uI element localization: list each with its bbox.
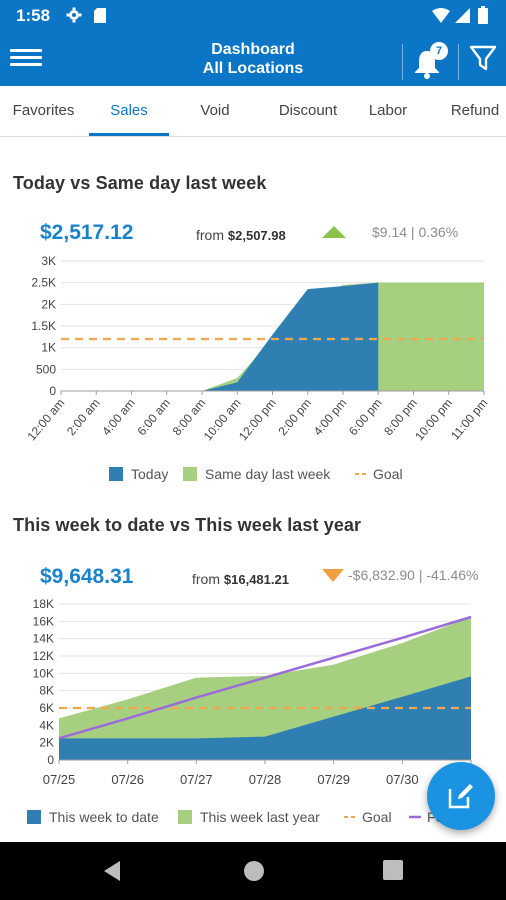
tab-refund[interactable]: Refund [450, 102, 500, 119]
area-this-week-to-date [59, 676, 471, 760]
menu-line [10, 56, 42, 59]
status-bar: 1:58 [0, 0, 506, 32]
menu-line [10, 63, 42, 66]
divider [458, 44, 459, 80]
y-tick-label: 2K [39, 736, 54, 750]
notification-badge: 7 [430, 42, 448, 60]
system-nav-bar [0, 842, 506, 900]
today-section-title: Today vs Same day last week [13, 173, 267, 193]
x-tick-label: 12:00 pm [236, 396, 279, 443]
week-delta: -$6,832.90 | -41.46% [348, 567, 479, 583]
x-tick-label: 12:00 am [24, 396, 67, 443]
legend-label: Goal [373, 466, 403, 482]
area-today [61, 282, 379, 391]
week-sales-value: $9,648.31 [40, 565, 134, 588]
menu-line [10, 49, 42, 52]
x-tick-label: 07/29 [317, 772, 350, 787]
legend-swatch-last [183, 467, 197, 481]
wifi-icon [432, 8, 450, 28]
signal-icon [455, 8, 470, 28]
y-tick-label: 2.5K [31, 276, 56, 290]
filter-icon [469, 45, 497, 71]
tab-labor[interactable]: Labor [368, 102, 408, 119]
divider [402, 44, 403, 80]
legend-swatch-today [109, 467, 123, 481]
x-tick-label: 07/28 [249, 772, 282, 787]
week-from-value: $16,481.21 [223, 572, 289, 587]
forecast-line [58, 615, 472, 740]
tab-void[interactable]: Void [200, 102, 230, 119]
y-tick-label: 4K [39, 718, 54, 732]
x-tick-label: 07/25 [43, 772, 76, 787]
filter-button[interactable] [466, 44, 500, 78]
today-chart: 0 500 1K 1.5K 2K 2.5K 3K 12:00 am2:00 am4:00 am… [24, 254, 490, 482]
x-tick-label: 4:00 am [99, 396, 138, 438]
y-tick-label: 500 [36, 362, 56, 376]
legend-label: Today [131, 466, 168, 482]
x-tick-label: 6:00 pm [346, 396, 385, 438]
trend-down-icon [322, 569, 344, 582]
y-tick-label: 1.5K [31, 319, 56, 333]
x-tick-label: 07/27 [180, 772, 213, 787]
recents-button[interactable] [383, 860, 403, 880]
legend-label: Same day last week [205, 466, 331, 482]
x-tick-label: 11:00 pm [448, 396, 490, 443]
tab-discount[interactable]: Discount [278, 102, 338, 119]
home-button[interactable] [243, 860, 265, 882]
y-tick-label: 16K [33, 614, 54, 628]
tab-bar: Favorites Sales Void Discount Labor Refu… [0, 86, 506, 137]
app-bar: Dashboard All Locations 7 [0, 32, 506, 86]
y-tick-label: 6K [39, 701, 54, 715]
legend-swatch-today [27, 810, 41, 824]
x-tick-label: 6:00 am [134, 396, 173, 438]
from-text: from [196, 227, 224, 243]
x-tick-label: 07/26 [111, 772, 144, 787]
back-button[interactable] [102, 860, 122, 882]
notifications-button[interactable]: 7 [410, 42, 450, 79]
sd-card-icon [94, 8, 106, 28]
settings-icon [66, 7, 82, 28]
x-tick-label: 10:00 pm [412, 396, 455, 443]
x-tick-label: 2:00 am [64, 396, 103, 438]
x-tick-label: 4:00 pm [311, 396, 350, 438]
legend-label: Goal [362, 809, 392, 825]
y-tick-label: 0 [47, 753, 54, 767]
legend-swatch-last [178, 810, 192, 824]
y-tick-label: 14K [33, 632, 54, 646]
tab-sales[interactable]: Sales [110, 102, 148, 119]
trend-up-icon [322, 226, 346, 238]
hamburger-menu-button[interactable] [10, 45, 42, 73]
today-from-value: $2,507.98 [227, 228, 286, 243]
week-from-label: from $16,481.21 [192, 571, 289, 587]
y-tick-label: 0 [49, 384, 56, 398]
today-delta: $9.14 | 0.36% [372, 224, 459, 240]
y-tick-label: 2K [41, 297, 56, 311]
week-chart: 0 2K 4K 6K 8K 10K 12K 14K 16K 18K 07/25 07/26 07/27 0… [27, 597, 487, 825]
y-tick-label: 1K [41, 341, 56, 355]
week-section-title: This week to date vs This week last year [13, 515, 362, 535]
from-text: from [192, 571, 220, 587]
y-tick-label: 12K [33, 649, 54, 663]
x-tick-label: 2:00 pm [275, 396, 314, 438]
battery-icon [478, 6, 488, 29]
legend-label: This week last year [200, 809, 320, 825]
today-sales-value: $2,517.12 [40, 221, 134, 244]
status-time: 1:58 [16, 6, 51, 25]
y-tick-label: 18K [33, 597, 54, 611]
y-tick-label: 10K [33, 666, 54, 680]
active-tab-indicator [89, 133, 169, 136]
x-tick-label: 07/30 [386, 772, 419, 787]
y-tick-label: 8K [39, 684, 54, 698]
legend-label: This week to date [49, 809, 159, 825]
today-from-label: from $2,507.98 [196, 227, 286, 243]
edit-fab-button[interactable] [427, 762, 495, 830]
tab-favorites[interactable]: Favorites [12, 102, 75, 119]
edit-icon [448, 784, 473, 809]
y-tick-label: 3K [41, 254, 56, 268]
